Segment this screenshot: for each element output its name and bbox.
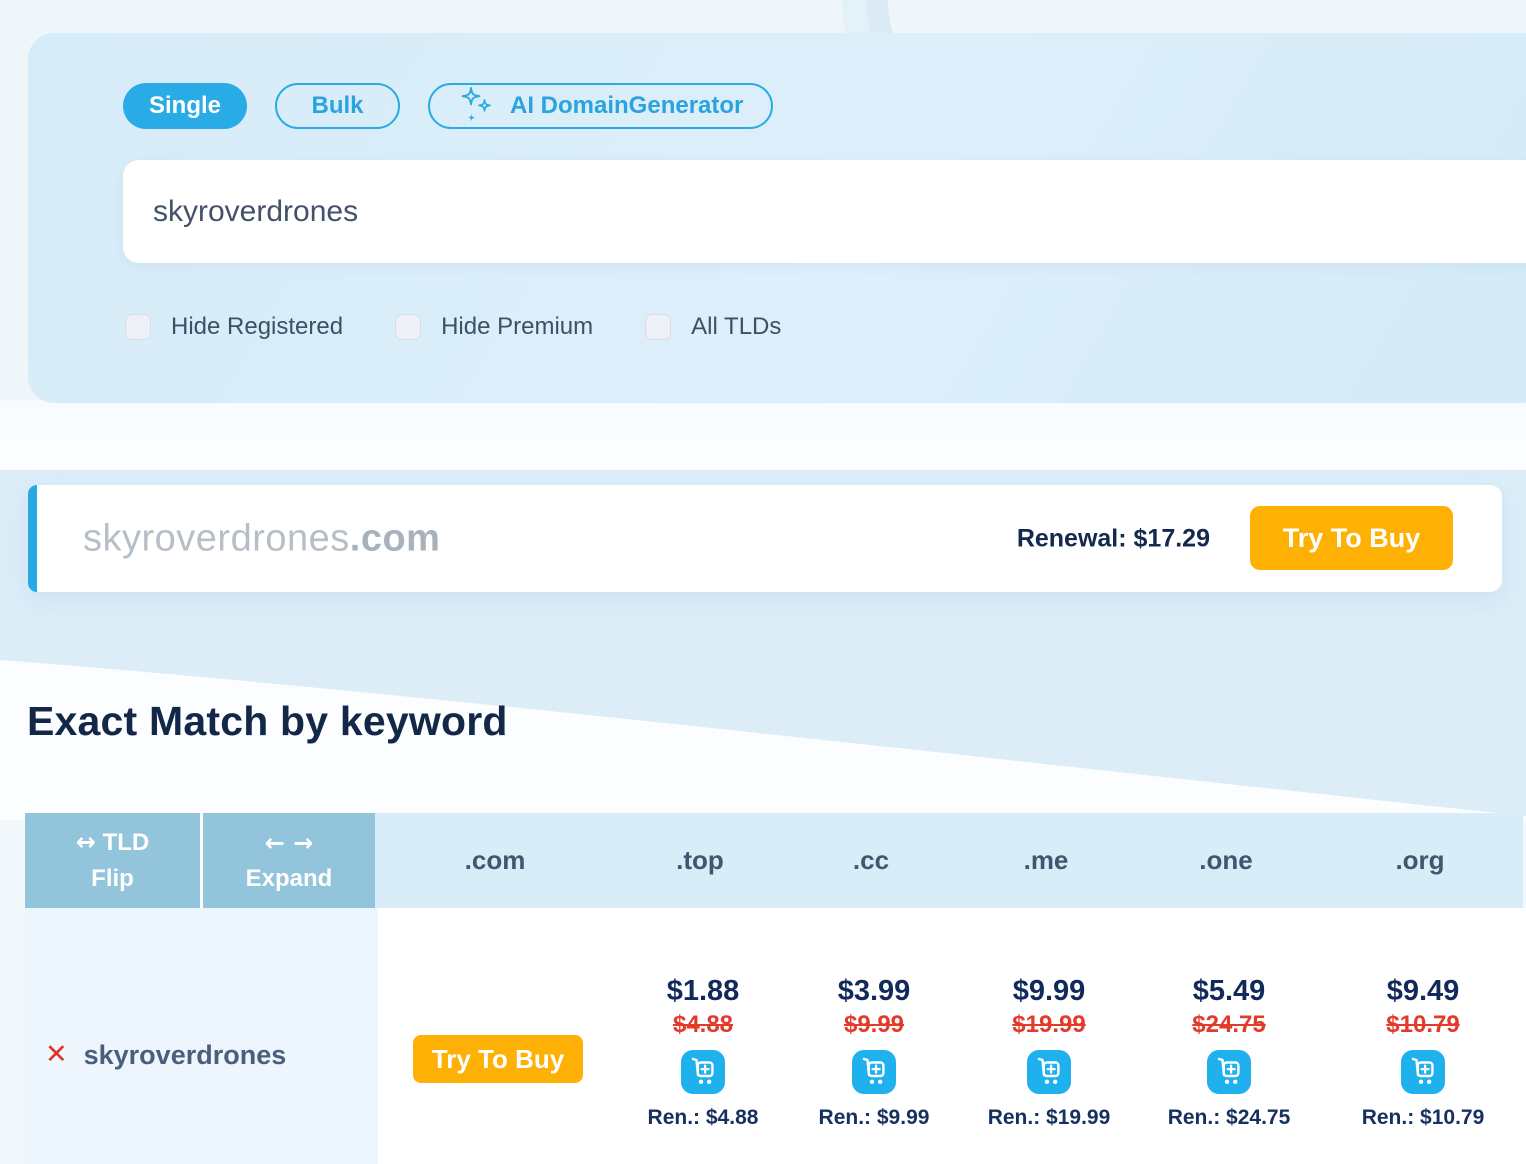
offer-old-price: $4.88 — [672, 1011, 734, 1038]
search-filters: Hide Registered Hide Premium All TLDs — [125, 313, 781, 341]
result-domain-name: skyroverdrones — [83, 517, 350, 559]
try-to-buy-com-button[interactable]: Try To Buy — [413, 1035, 583, 1083]
background-white-band — [0, 400, 1526, 470]
tab-ai-domain-generator[interactable]: AI DomainGenerator — [428, 83, 774, 129]
offer-price: $3.99 — [837, 975, 911, 1007]
filter-all-tlds[interactable]: All TLDs — [645, 313, 781, 341]
offer-renewal: Ren.: $19.99 — [987, 1106, 1111, 1129]
offer-old-price: $9.99 — [843, 1011, 905, 1038]
try-to-buy-button[interactable]: Try To Buy — [1250, 506, 1453, 570]
column-header-top[interactable]: .top — [615, 813, 785, 908]
add-to-cart-button[interactable] — [852, 1050, 896, 1094]
tld-flip-line2: Flip — [91, 865, 134, 892]
column-header-me[interactable]: .me — [957, 813, 1135, 908]
offer-renewal: Ren.: $24.75 — [1167, 1106, 1291, 1129]
add-to-cart-button[interactable] — [681, 1050, 725, 1094]
result-domain: skyroverdrones.com — [83, 517, 440, 560]
offer-price: $1.88 — [666, 975, 740, 1007]
expand-arrows-icon: ← → — [264, 828, 314, 857]
expand-label: Expand — [245, 864, 333, 892]
domain-search-panel: Single Bulk AI DomainGenerator Hide Regi… — [28, 33, 1526, 403]
exact-match-table: ↔ TLD Flip ← → Expand .com .top .cc .me … — [25, 813, 1526, 1164]
filter-hide-registered[interactable]: Hide Registered — [125, 313, 343, 341]
table-row: ✕ skyroverdrones Try To Buy $1.88 $4.88 … — [25, 908, 1526, 1164]
offer-cell-com: Try To Buy — [378, 908, 618, 1164]
offer-price: $5.49 — [1192, 975, 1266, 1007]
column-header-com[interactable]: .com — [375, 813, 615, 908]
table-header-row: ↔ TLD Flip ← → Expand .com .top .cc .me … — [25, 813, 1526, 908]
keyword-cell: ✕ skyroverdrones — [25, 908, 378, 1164]
hide-registered-label: Hide Registered — [171, 313, 344, 340]
offer-cell-top: $1.88 $4.88 Ren.: $4.88 — [618, 908, 788, 1164]
offer-renewal: Ren.: $9.99 — [818, 1106, 930, 1129]
hide-premium-label: Hide Premium — [441, 313, 594, 340]
domain-search-input[interactable] — [123, 160, 1526, 263]
offer-cell-cc: $3.99 $9.99 Ren.: $9.99 — [788, 908, 960, 1164]
tab-single[interactable]: Single — [123, 83, 247, 129]
add-to-cart-button[interactable] — [1401, 1050, 1445, 1094]
offer-old-price: $19.99 — [1012, 1011, 1086, 1038]
result-domain-tld: .com — [349, 517, 441, 559]
add-to-cart-button[interactable] — [1207, 1050, 1251, 1094]
sparkles-icon — [461, 87, 491, 122]
search-mode-tabs: Single Bulk AI DomainGenerator — [123, 83, 774, 129]
offer-renewal: Ren.: $10.79 — [1361, 1106, 1485, 1129]
renewal-price-label: Renewal: $17.29 — [1016, 524, 1210, 552]
column-header-cc[interactable]: .cc — [785, 813, 957, 908]
offer-price: $9.99 — [1012, 975, 1086, 1007]
add-to-cart-button[interactable] — [1027, 1050, 1071, 1094]
tld-flip-line1: ↔ TLD — [76, 828, 149, 857]
flip-tld-text: TLD — [102, 829, 150, 856]
keyword-label: skyroverdrones — [83, 1040, 287, 1070]
tab-ai-label: AI DomainGenerator — [510, 92, 744, 119]
domain-result-card: skyroverdrones.com Renewal: $17.29 Try T… — [28, 485, 1502, 592]
card-accent-stripe — [28, 485, 37, 592]
offer-renewal: Ren.: $4.88 — [647, 1106, 759, 1129]
offer-price: $9.49 — [1386, 975, 1460, 1007]
page-title: Exact Match by keyword — [27, 698, 508, 744]
hide-registered-checkbox[interactable] — [125, 314, 151, 340]
flip-arrow-icon: ↔ — [75, 828, 96, 856]
filter-hide-premium[interactable]: Hide Premium — [395, 313, 593, 341]
tld-flip-button[interactable]: ↔ TLD Flip — [25, 813, 203, 908]
offer-old-price: $10.79 — [1386, 1011, 1460, 1038]
all-tlds-checkbox[interactable] — [645, 314, 672, 340]
offer-cell-one: $5.49 $24.75 Ren.: $24.75 — [1138, 908, 1320, 1164]
column-header-one[interactable]: .one — [1135, 813, 1317, 908]
offer-cell-me: $9.99 $19.99 Ren.: $19.99 — [960, 908, 1138, 1164]
expand-button[interactable]: ← → Expand — [203, 813, 375, 908]
offer-cell-org: $9.49 $10.79 Ren.: $10.79 — [1320, 908, 1526, 1164]
all-tlds-label: All TLDs — [691, 313, 782, 340]
remove-keyword-icon[interactable]: ✕ — [45, 1039, 68, 1070]
hide-premium-checkbox[interactable] — [395, 314, 422, 340]
offer-old-price: $24.75 — [1192, 1011, 1266, 1038]
background-wave — [0, 598, 1526, 816]
column-header-org[interactable]: .org — [1317, 813, 1523, 908]
tab-bulk[interactable]: Bulk — [275, 83, 400, 129]
